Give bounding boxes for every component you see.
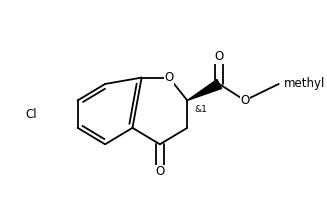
Text: O: O bbox=[240, 94, 250, 107]
Text: Cl: Cl bbox=[25, 108, 37, 121]
Text: O: O bbox=[155, 165, 164, 178]
Text: &1: &1 bbox=[195, 105, 208, 114]
Text: O: O bbox=[164, 71, 174, 84]
Text: O: O bbox=[215, 50, 224, 63]
Polygon shape bbox=[187, 80, 222, 100]
Text: methyl: methyl bbox=[284, 77, 325, 91]
